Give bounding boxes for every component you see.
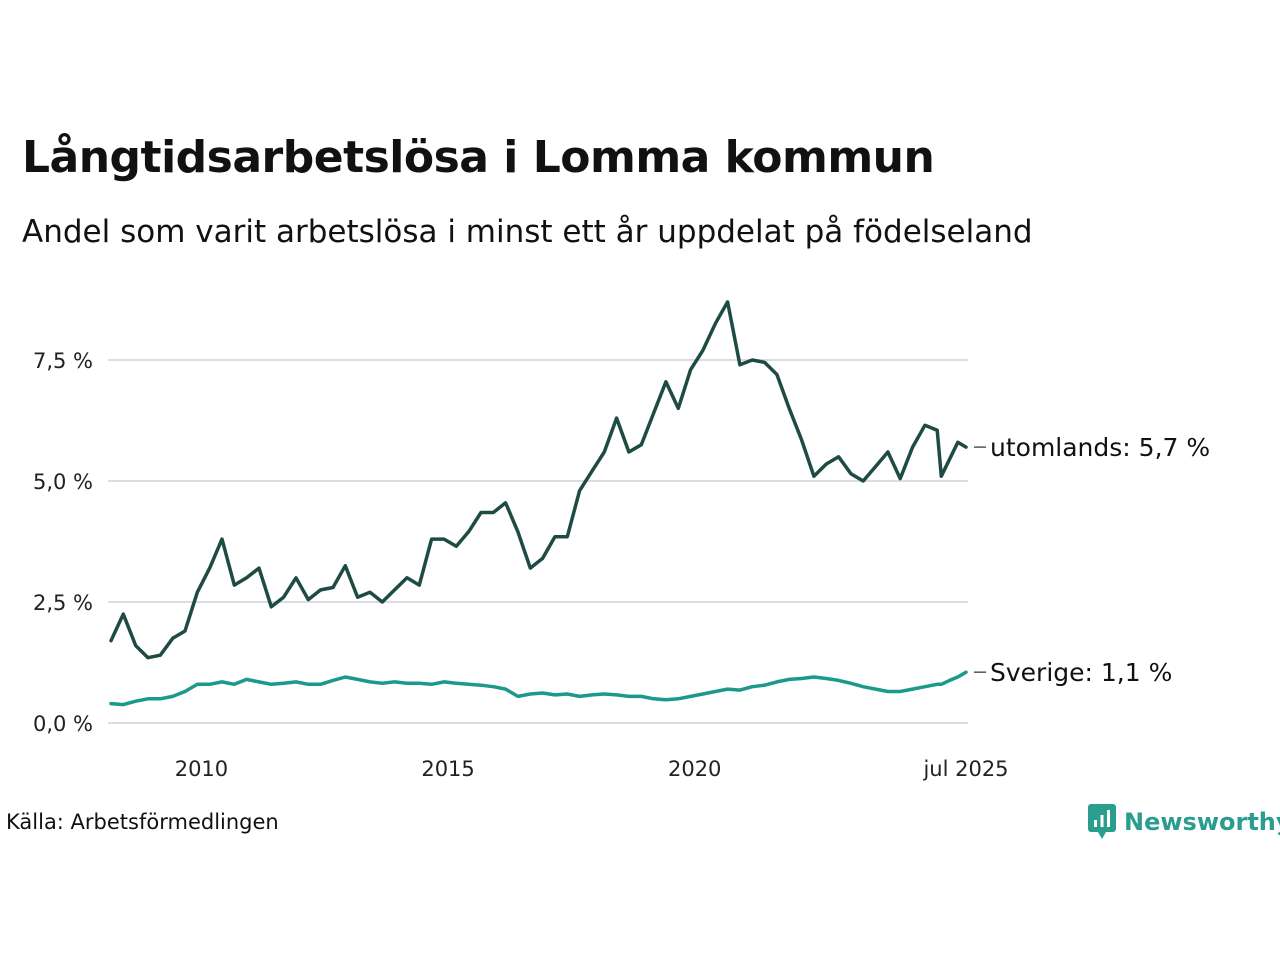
y-tick-label: 2,5 %: [33, 591, 93, 615]
source-note: Källa: Arbetsförmedlingen: [6, 810, 279, 834]
x-tick-label: jul 2025: [922, 757, 1008, 781]
series-end-label: utomlands: 5,7 %: [990, 433, 1210, 462]
x-tick-label: 2020: [668, 757, 721, 781]
series-line-sverige: [109, 670, 968, 707]
brand-logo: Newsworthy: [1088, 804, 1280, 840]
x-tick-label: 2010: [175, 757, 228, 781]
series-line-utomlands: [109, 300, 968, 660]
newsworthy-logo-icon: [1088, 804, 1116, 839]
y-tick-label: 5,0 %: [33, 470, 93, 494]
x-tick-label: 2015: [421, 757, 474, 781]
series-end-label: Sverige: 1,1 %: [990, 658, 1172, 687]
chart-title: Långtidsarbetslösa i Lomma kommun: [22, 132, 935, 183]
chart-subtitle: Andel som varit arbetslösa i minst ett å…: [22, 214, 1033, 250]
y-tick-label: 7,5 %: [33, 349, 93, 373]
brand-name: Newsworthy: [1124, 808, 1280, 836]
y-tick-label: 0,0 %: [33, 712, 93, 736]
